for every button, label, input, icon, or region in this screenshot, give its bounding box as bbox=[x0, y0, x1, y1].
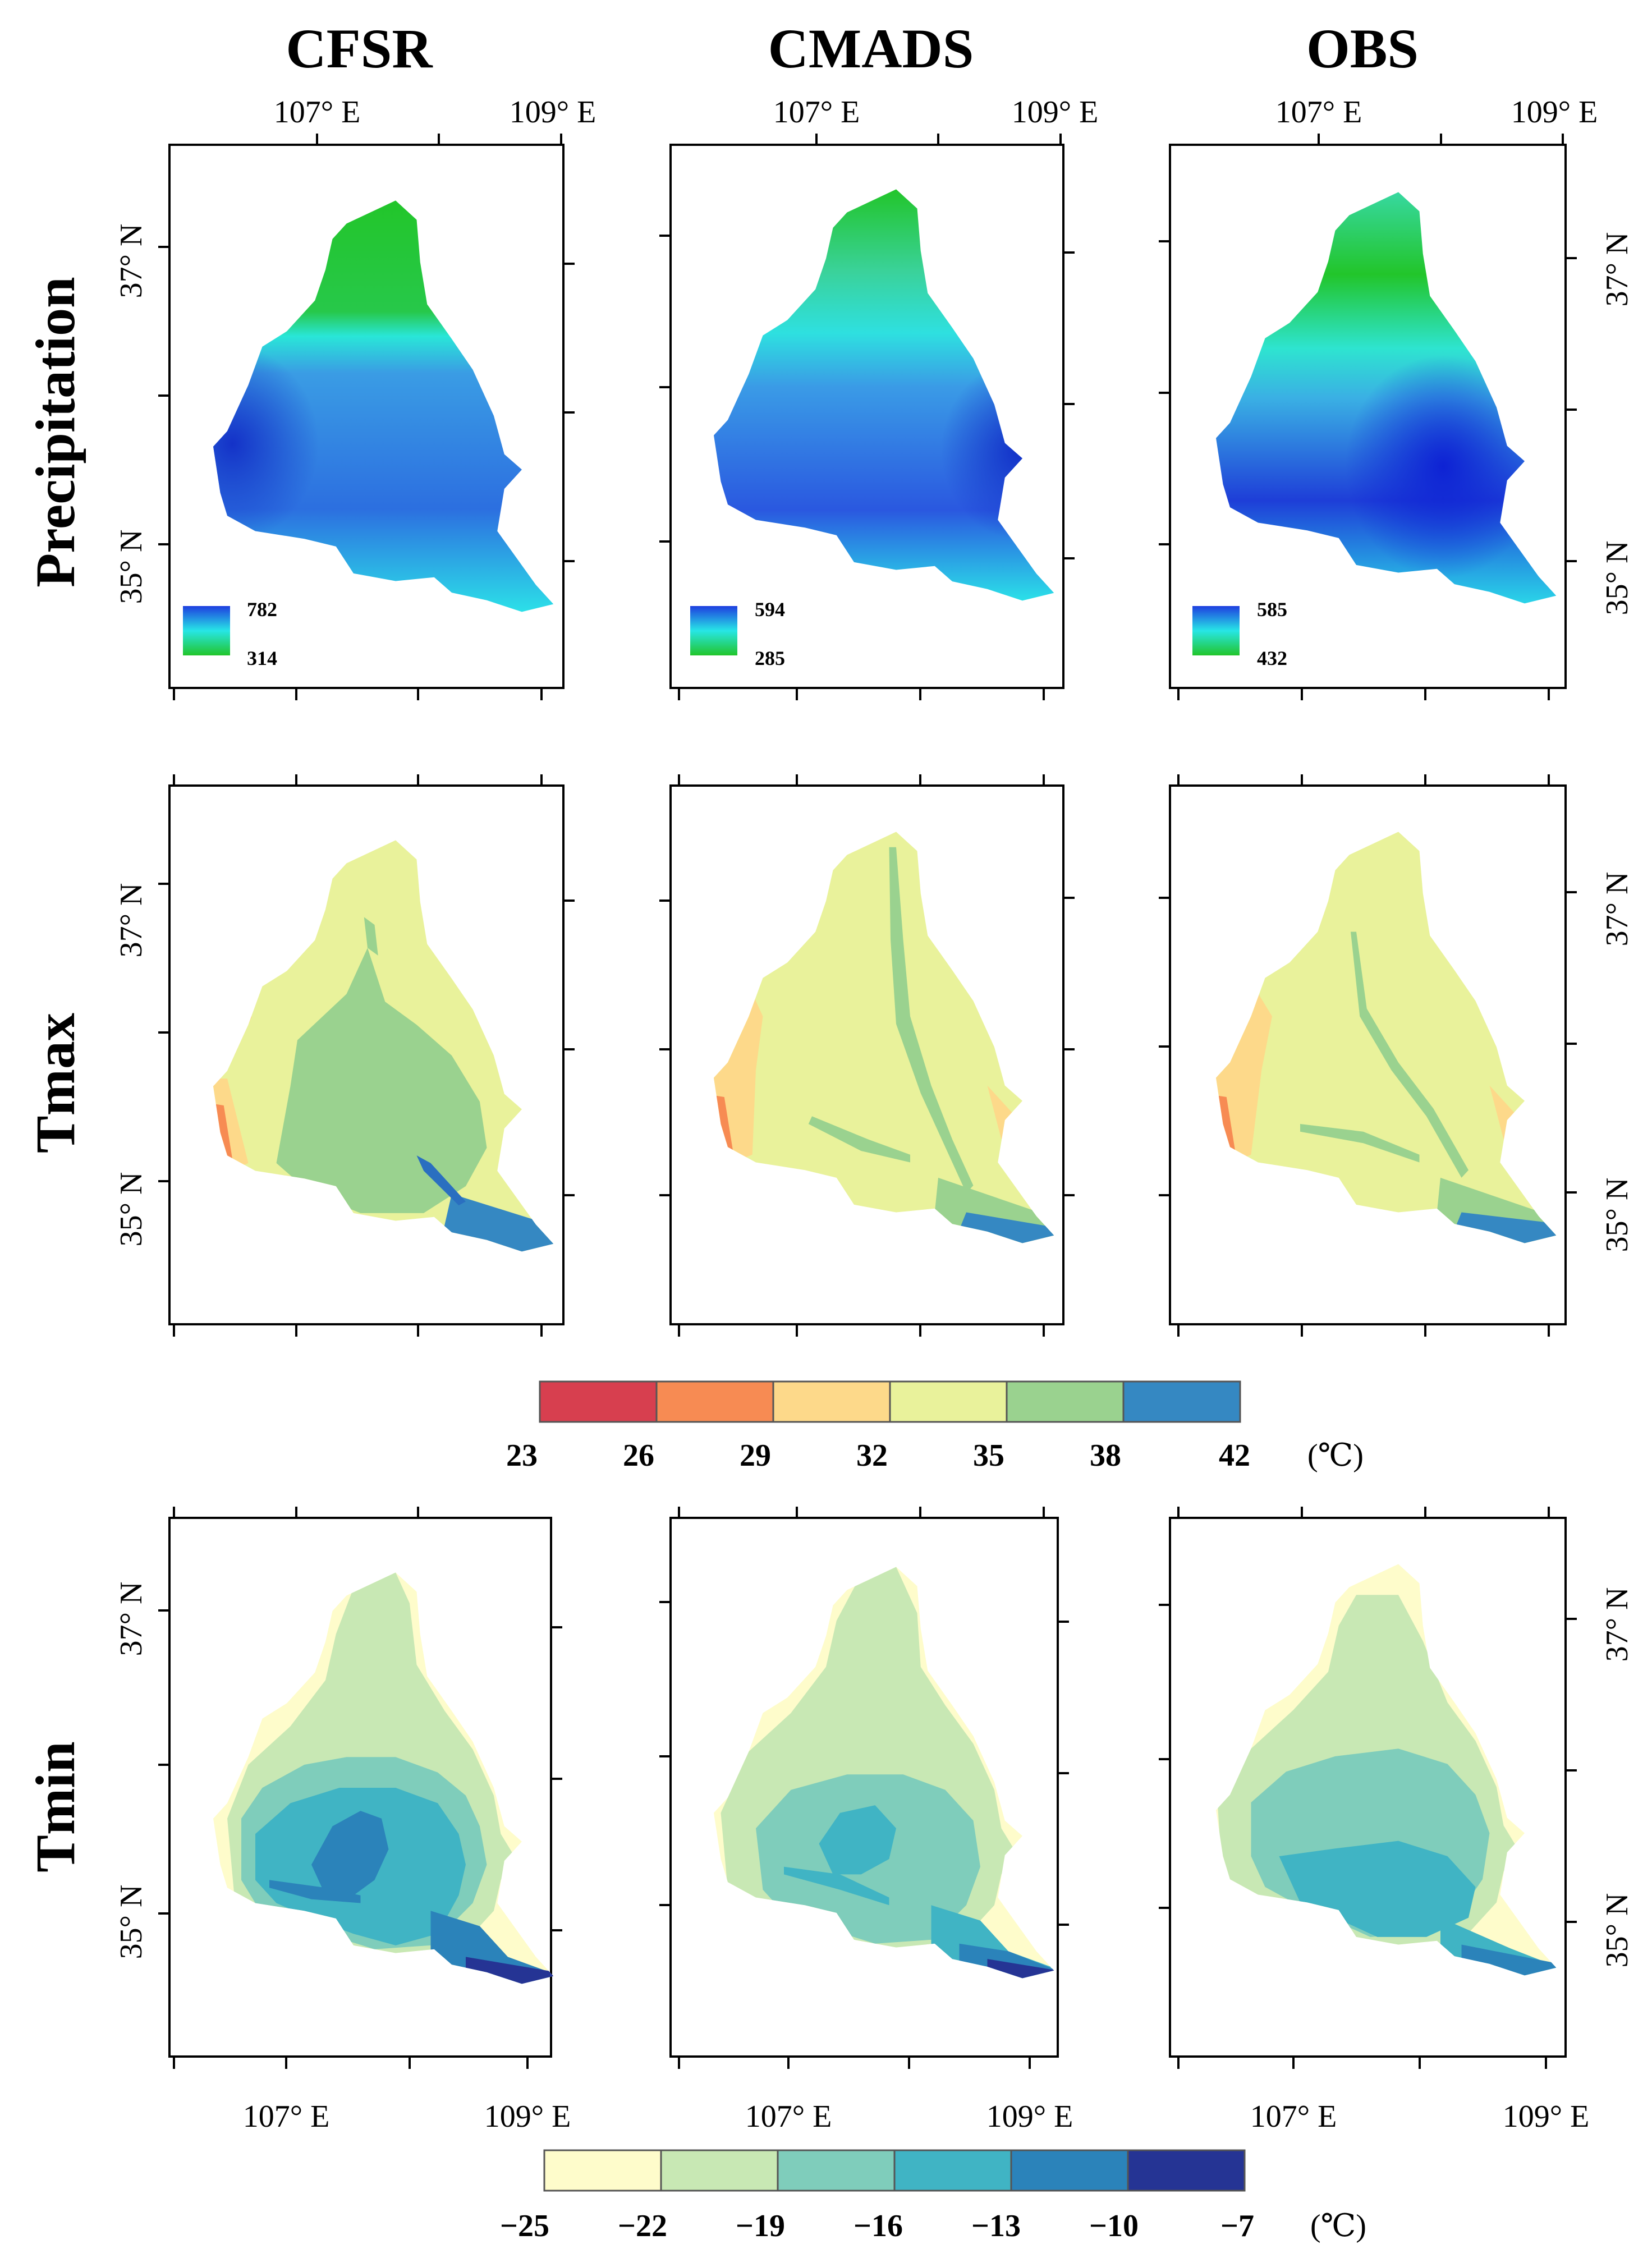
tmax-unit: (℃) bbox=[1307, 1438, 1364, 1473]
frame-precip-cmads bbox=[669, 144, 1064, 689]
tmax-colorbar-swatch-1 bbox=[655, 1380, 774, 1423]
tmax-colorbar-swatch-2 bbox=[772, 1380, 891, 1423]
tmin-colorbar: −25 −22 −19 −16 −13 −10 −7 (℃) bbox=[500, 2149, 1366, 2243]
tmax-tick-23: 23 bbox=[506, 1438, 538, 1473]
lon-label-top-109-cfsr: 109° E bbox=[510, 95, 596, 130]
lon-label-top-109-cmads: 109° E bbox=[1012, 95, 1099, 130]
tmin-colorbar-swatch-5 bbox=[1127, 2149, 1246, 2192]
frame-tmax-cfsr bbox=[168, 784, 565, 1325]
tmax-tick-26: 26 bbox=[623, 1438, 654, 1473]
tmin-tick-minus13: −13 bbox=[971, 2209, 1021, 2243]
precip-legend-min-cmads: 285 bbox=[755, 647, 785, 669]
precip-map-cmads bbox=[714, 189, 1054, 601]
row-title-tmin: Tmin bbox=[24, 1741, 86, 1872]
tmin-map-cfsr bbox=[213, 1572, 554, 1984]
column-title-cmads: CMADS bbox=[768, 17, 974, 80]
tmin-tick-minus19: −19 bbox=[736, 2209, 785, 2243]
lat-label-right-37-row2: 37° N bbox=[1600, 872, 1635, 947]
tmax-map-cmads bbox=[714, 832, 1054, 1243]
lat-label-right-35-row3: 35° N bbox=[1600, 1893, 1635, 1968]
precip-map-cfsr bbox=[213, 200, 554, 612]
tmin-unit: (℃) bbox=[1310, 2209, 1366, 2243]
precip-legend-swatch-cfsr bbox=[183, 606, 230, 655]
tmax-tick-42: 42 bbox=[1219, 1438, 1250, 1473]
tmin-tick-minus7: −7 bbox=[1220, 2209, 1254, 2243]
lon-label-bottom-109-obs: 109° E bbox=[1503, 2099, 1590, 2134]
lon-label-bottom-109-cmads: 109° E bbox=[986, 2099, 1073, 2134]
lon-label-bottom-109-cfsr: 109° E bbox=[484, 2099, 571, 2134]
row-title-precipitation: Precipitation bbox=[24, 277, 86, 588]
precip-legend-max-cfsr: 782 bbox=[247, 598, 277, 621]
tmin-colorbar-swatch-3 bbox=[893, 2149, 1012, 2192]
tmax-map-cfsr bbox=[213, 840, 554, 1252]
tmax-tick-35: 35 bbox=[973, 1438, 1004, 1473]
lat-label-left-35-row2: 35° N bbox=[114, 1172, 149, 1247]
column-title-obs: OBS bbox=[1306, 17, 1419, 80]
frame-tmax-cmads bbox=[669, 784, 1064, 1325]
lat-label-left-37-row3: 37° N bbox=[114, 1582, 149, 1656]
lon-label-top-107-cfsr: 107° E bbox=[274, 95, 361, 130]
lon-label-top-107-obs: 107° E bbox=[1275, 95, 1362, 130]
tmax-colorbar: 23 26 29 32 35 38 42 (℃) bbox=[506, 1380, 1364, 1473]
precip-legend-swatch-cmads bbox=[690, 606, 737, 655]
tmin-map-obs bbox=[1216, 1564, 1557, 1976]
frame-tmin-cmads bbox=[669, 1517, 1059, 2058]
lat-label-left-35-row1: 35° N bbox=[114, 530, 149, 604]
lat-label-left-37-row1: 37° N bbox=[114, 224, 149, 299]
tmin-colorbar-swatch-0 bbox=[543, 2149, 662, 2192]
tmax-tick-32: 32 bbox=[856, 1438, 888, 1473]
lat-label-right-37-row3: 37° N bbox=[1600, 1587, 1635, 1662]
lat-label-right-35-row2: 35° N bbox=[1600, 1178, 1635, 1252]
lon-label-top-107-cmads: 107° E bbox=[773, 95, 860, 130]
lon-label-bottom-107-cmads: 107° E bbox=[745, 2099, 832, 2134]
column-title-cfsr: CFSR bbox=[286, 17, 433, 80]
precip-map-obs bbox=[1216, 192, 1557, 604]
tmax-map-obs bbox=[1216, 832, 1557, 1243]
tmin-colorbar-swatch-2 bbox=[777, 2149, 896, 2192]
lon-label-bottom-107-obs: 107° E bbox=[1250, 2099, 1337, 2134]
tmin-tick-minus25: −25 bbox=[500, 2209, 549, 2243]
tmin-map-cmads bbox=[714, 1567, 1054, 1979]
frame-precip-obs bbox=[1169, 144, 1567, 689]
precip-legend-swatch-obs bbox=[1192, 606, 1240, 655]
frame-tmax-obs bbox=[1169, 784, 1567, 1325]
lat-label-right-37-row1: 37° N bbox=[1600, 232, 1635, 307]
axis-ticks bbox=[158, 134, 1577, 2069]
tmax-tick-38: 38 bbox=[1090, 1438, 1121, 1473]
row-title-tmax: Tmax bbox=[24, 1013, 86, 1153]
lon-label-top-109-obs: 109° E bbox=[1511, 95, 1598, 130]
tmax-tick-29: 29 bbox=[740, 1438, 771, 1473]
tmax-colorbar-swatch-5 bbox=[1122, 1380, 1241, 1423]
frame-tmin-obs bbox=[1169, 1517, 1567, 2058]
precip-legend-min-cfsr: 314 bbox=[247, 647, 277, 669]
tmin-tick-minus16: −16 bbox=[853, 2209, 903, 2243]
tmin-tick-minus22: −22 bbox=[618, 2209, 667, 2243]
frame-precip-cfsr bbox=[168, 144, 565, 689]
tmax-colorbar-swatch-0 bbox=[539, 1380, 658, 1423]
lon-label-bottom-107-cfsr: 107° E bbox=[243, 2099, 330, 2134]
lat-label-left-37-row2: 37° N bbox=[114, 883, 149, 958]
tmin-tick-minus10: −10 bbox=[1089, 2209, 1139, 2243]
tmax-colorbar-swatch-4 bbox=[1006, 1380, 1125, 1423]
precip-legend-max-obs: 585 bbox=[1257, 598, 1287, 621]
tmax-colorbar-swatch-3 bbox=[889, 1380, 1008, 1423]
lat-label-right-35-row1: 35° N bbox=[1600, 541, 1635, 616]
precip-legend-min-obs: 432 bbox=[1257, 647, 1287, 669]
lat-label-left-35-row3: 35° N bbox=[114, 1885, 149, 1959]
tmin-colorbar-swatch-1 bbox=[660, 2149, 779, 2192]
precip-legend-max-cmads: 594 bbox=[755, 598, 785, 621]
tmin-colorbar-swatch-4 bbox=[1010, 2149, 1129, 2192]
frame-tmin-cfsr bbox=[168, 1517, 552, 2058]
